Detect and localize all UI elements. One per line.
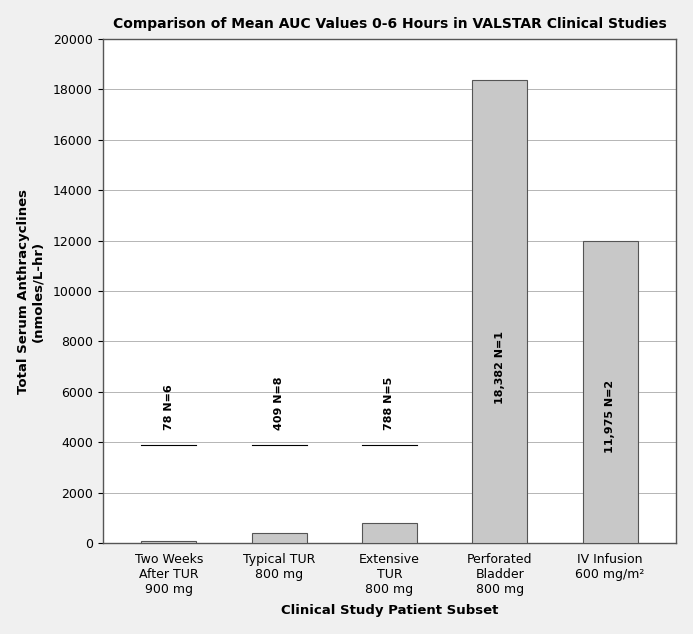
- Bar: [472, 80, 527, 543]
- Text: 18,382 N=1: 18,382 N=1: [495, 331, 505, 404]
- Text: 11,975 N=2: 11,975 N=2: [605, 380, 615, 453]
- X-axis label: Clinical Study Patient Subset: Clinical Study Patient Subset: [281, 604, 498, 618]
- Bar: [141, 541, 196, 543]
- Bar: [362, 524, 417, 543]
- Text: 409 N=8: 409 N=8: [274, 376, 284, 430]
- Title: Comparison of Mean AUC Values 0-6 Hours in VALSTAR Clinical Studies: Comparison of Mean AUC Values 0-6 Hours …: [112, 16, 667, 30]
- Bar: [252, 533, 307, 543]
- Text: 788 N=5: 788 N=5: [385, 377, 394, 430]
- Bar: [583, 241, 638, 543]
- Text: 78 N=6: 78 N=6: [164, 384, 174, 430]
- Y-axis label: Total Serum Anthracyclines
(nmoles/L-hr): Total Serum Anthracyclines (nmoles/L-hr): [17, 188, 44, 394]
